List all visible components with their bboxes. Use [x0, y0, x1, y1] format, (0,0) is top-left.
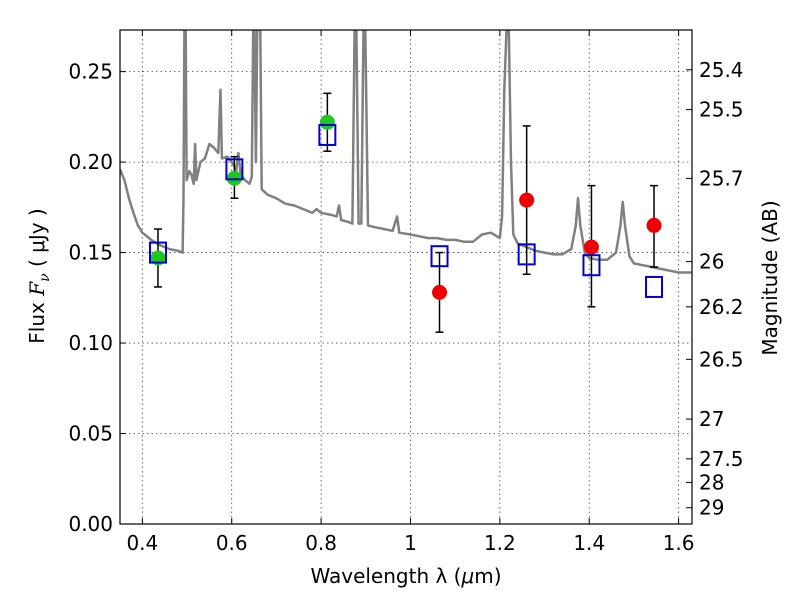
mag-tick-label: 26.2	[699, 295, 744, 319]
model-photometry-box	[517, 243, 536, 266]
tick-layer: 0.4 0.6 0.8 1 1.2 1.4 1.6 0.00 0.05 0.10 0.15 0.20 0…	[68, 30, 744, 555]
mag-tick-label: 27.5	[699, 447, 744, 471]
mag-tick-label: 25.4	[699, 58, 744, 82]
model-photometry-box	[430, 245, 449, 268]
x-tick-label: 0.6	[216, 531, 248, 555]
x-tick-label: 1	[404, 531, 417, 555]
errorbar-layer	[153, 92, 659, 333]
y-tick-label: 0.00	[68, 512, 113, 536]
x-tick-label: 1.6	[663, 531, 695, 555]
x-tick-label: 0.4	[126, 531, 158, 555]
y-tick-label: 0.10	[68, 331, 113, 355]
mag-tick-label: 25.5	[699, 98, 744, 122]
mag-tick-label: 26.5	[699, 347, 744, 371]
red-data-point	[519, 192, 535, 208]
model-photometry-box	[645, 275, 664, 298]
red-data-point	[432, 284, 448, 300]
marker-layer	[148, 114, 664, 300]
x-tick-label: 1.2	[484, 531, 516, 555]
x-axis-label: Wavelength λ (μm)	[310, 564, 501, 588]
y-tick-label: 0.25	[68, 60, 113, 84]
y-tick-label: 0.20	[68, 150, 113, 174]
model-spectrum-line	[120, 30, 692, 274]
y-tick-label: 0.15	[68, 241, 113, 265]
model-photometry-box	[225, 158, 244, 181]
x-tick-label: 0.8	[305, 531, 337, 555]
model-photometry-box	[318, 123, 337, 146]
mag-tick-label: 26	[699, 250, 724, 274]
y2-axis-label: Magnitude (AB)	[758, 200, 782, 355]
plot-frame	[119, 29, 693, 525]
x-tick-label: 1.4	[573, 531, 605, 555]
mag-tick-label: 28	[699, 470, 724, 494]
y-tick-label: 0.05	[68, 422, 113, 446]
red-data-point	[646, 217, 662, 233]
model-spectrum-layer	[120, 30, 692, 274]
red-data-point	[583, 239, 599, 255]
model-photometry-box	[582, 254, 601, 277]
mag-tick-label: 27	[699, 407, 724, 431]
grid-lines	[120, 30, 692, 525]
y-axis-label: Flux Fν ( μJy )	[25, 208, 53, 343]
model-photometry-box	[148, 241, 167, 264]
green-data-point	[319, 114, 335, 130]
mag-tick-label: 25.7	[699, 166, 744, 190]
mag-tick-label: 29	[699, 496, 724, 520]
